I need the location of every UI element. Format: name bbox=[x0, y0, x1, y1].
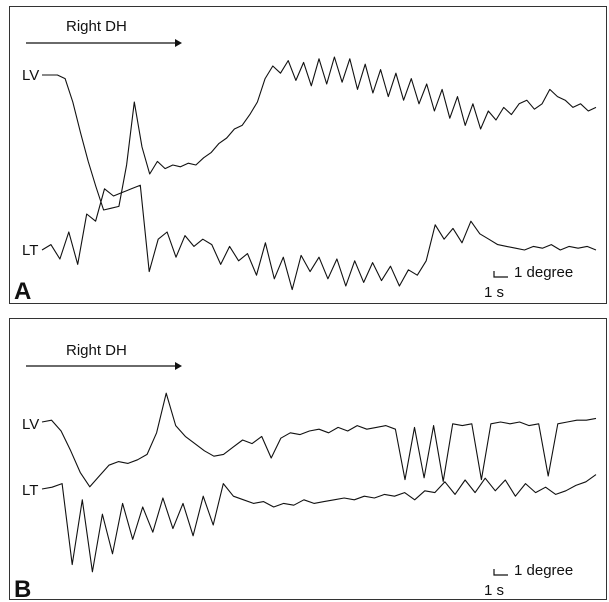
scale-time-label: 1 s bbox=[484, 582, 504, 599]
chart-panel-a-svg: Right DH LV LT 1 degree 1 s A bbox=[14, 18, 597, 305]
trace-b-lv bbox=[41, 392, 597, 488]
stimulus-label: Right DH bbox=[66, 342, 127, 359]
panel-a: Right DH LV LT 1 degree 1 s A bbox=[9, 6, 607, 305]
scale-bar bbox=[493, 271, 508, 278]
panel-label-a: A bbox=[14, 278, 31, 305]
trace-a-lt bbox=[41, 184, 597, 291]
trace-b-lt bbox=[41, 474, 597, 573]
series-label-lt: LT bbox=[22, 482, 38, 499]
series-label-lt: LT bbox=[22, 242, 38, 259]
trace-a-lv bbox=[42, 56, 597, 211]
panel-label-b: B bbox=[14, 576, 31, 601]
panel-b: Right DH LV LT 1 degree 1 s B bbox=[9, 318, 607, 601]
stimulus-arrow-head bbox=[175, 362, 182, 370]
chart-panel-b-svg: Right DH LV LT 1 degree 1 s B bbox=[14, 342, 597, 601]
scale-amplitude-label: 1 degree bbox=[514, 562, 573, 579]
scale-bar bbox=[493, 569, 508, 576]
series-label-lv: LV bbox=[22, 416, 39, 433]
series-label-lv: LV bbox=[22, 67, 39, 84]
stimulus-label: Right DH bbox=[66, 18, 127, 35]
scale-amplitude-label: 1 degree bbox=[514, 264, 573, 281]
stimulus-arrow-head bbox=[175, 39, 182, 47]
scale-time-label: 1 s bbox=[484, 284, 504, 301]
